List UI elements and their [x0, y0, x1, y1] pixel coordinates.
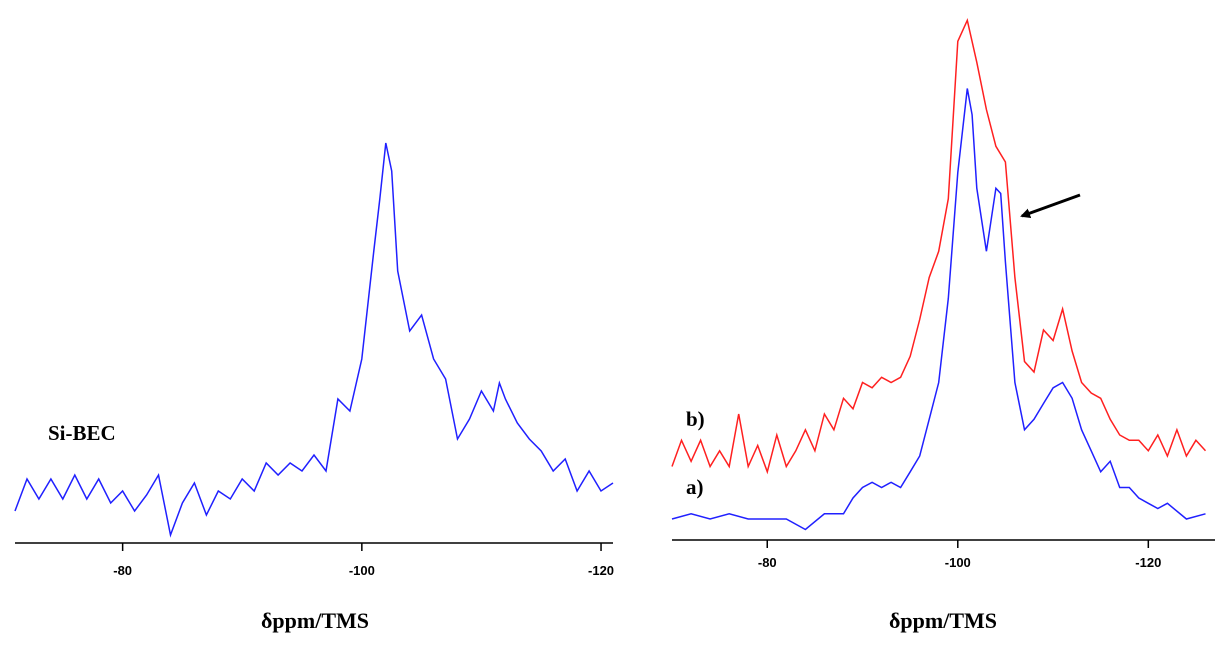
- x-tick-label: -120: [1135, 555, 1161, 570]
- x-tick-label: -80: [113, 563, 132, 578]
- arrow: [1020, 193, 1081, 218]
- x-axis-label: δppm/TMS: [261, 608, 369, 633]
- series-label: Si-BEC: [48, 421, 116, 445]
- spectrum-line: [671, 88, 1206, 531]
- spectrum-line: [14, 142, 614, 538]
- x-axis-label: δppm/TMS: [889, 608, 997, 633]
- x-tick-label: -100: [945, 555, 971, 570]
- series-label: a): [686, 475, 704, 499]
- x-tick-label: -80: [758, 555, 777, 570]
- spectrum-line: [671, 17, 1207, 475]
- series-label: b): [686, 407, 705, 431]
- x-tick-label: -120: [588, 563, 614, 578]
- x-tick-label: -100: [349, 563, 375, 578]
